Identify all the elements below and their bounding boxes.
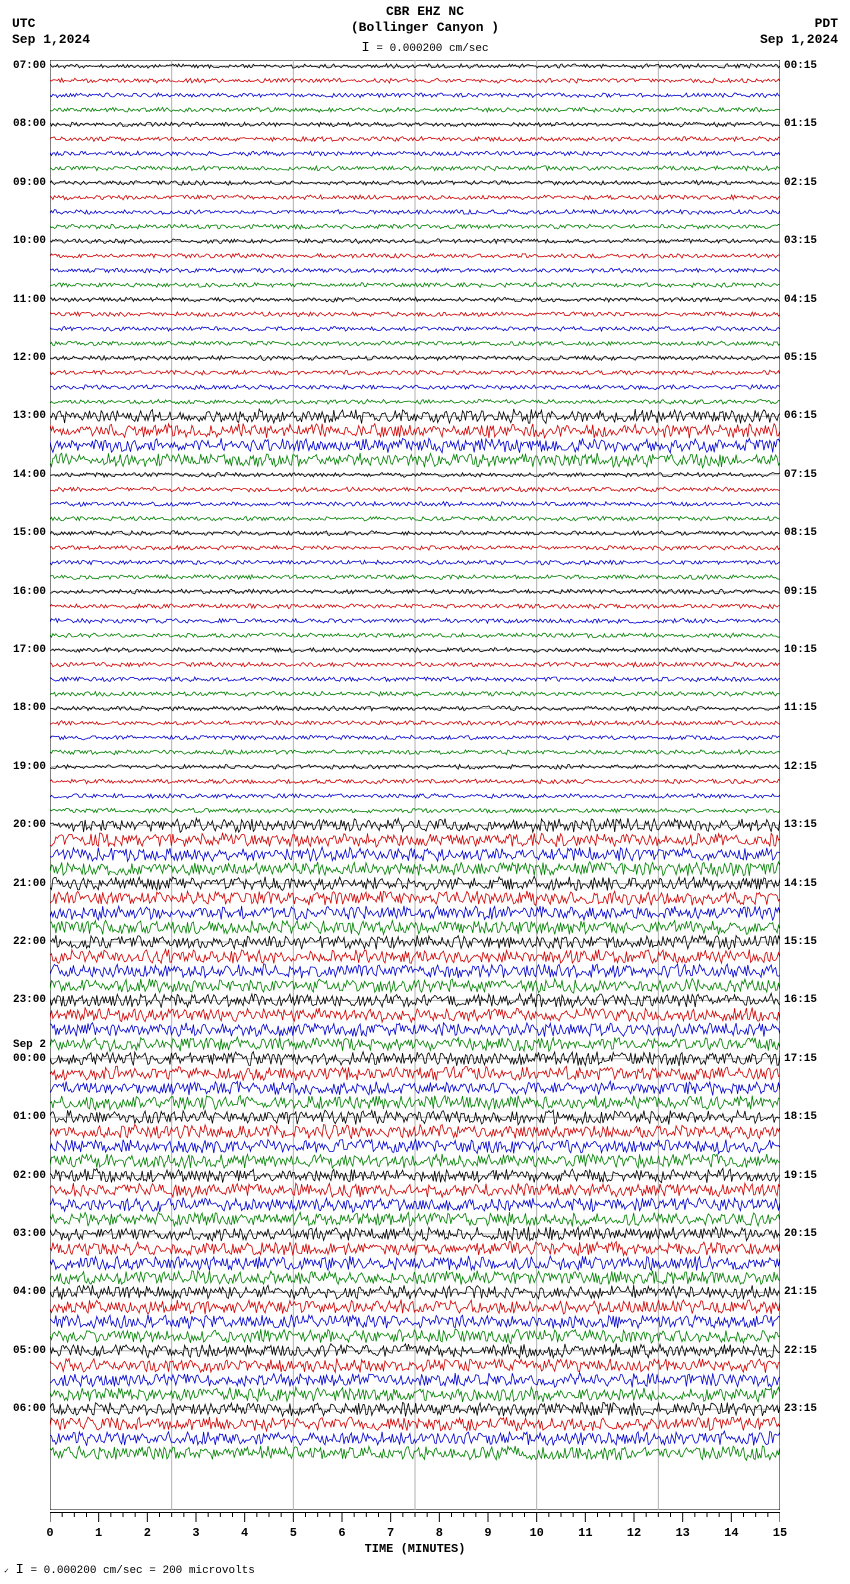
header-center: CBR EHZ NC (Bollinger Canyon ) bbox=[0, 4, 850, 37]
scale-text: = 0.000200 cm/sec bbox=[370, 43, 489, 55]
local-hour-label: 01:15 bbox=[784, 118, 817, 130]
seismogram-page: UTC Sep 1,2024 CBR EHZ NC (Bollinger Can… bbox=[0, 0, 850, 1584]
footer-prefix-icon: ✓ bbox=[4, 1567, 9, 1576]
local-hour-label: 10:15 bbox=[784, 644, 817, 656]
x-tick-label: 7 bbox=[387, 1526, 394, 1540]
x-tick-label: 4 bbox=[241, 1526, 248, 1540]
utc-hour-label: 02:00 bbox=[13, 1170, 46, 1182]
utc-hour-label: 04:00 bbox=[13, 1286, 46, 1298]
plot-area bbox=[50, 60, 780, 1510]
x-tick-label: 12 bbox=[627, 1526, 641, 1540]
local-hour-label: 07:15 bbox=[784, 469, 817, 481]
x-tick-label: 6 bbox=[338, 1526, 345, 1540]
utc-hour-label: 19:00 bbox=[13, 761, 46, 773]
header-scale: I = 0.000200 cm/sec bbox=[0, 40, 850, 56]
utc-hour-label: 06:00 bbox=[13, 1403, 46, 1415]
utc-hour-label: 03:00 bbox=[13, 1228, 46, 1240]
local-hour-label: 15:15 bbox=[784, 936, 817, 948]
local-hour-label: 03:15 bbox=[784, 235, 817, 247]
utc-hour-label: 10:00 bbox=[13, 235, 46, 247]
x-axis-title: TIME (MINUTES) bbox=[50, 1542, 780, 1556]
x-tick-label: 0 bbox=[46, 1526, 53, 1540]
x-tick-label: 13 bbox=[675, 1526, 689, 1540]
x-tick-label: 8 bbox=[436, 1526, 443, 1540]
utc-hour-label: 14:00 bbox=[13, 469, 46, 481]
local-hour-label: 17:15 bbox=[784, 1053, 817, 1065]
utc-day-break-label: Sep 2 bbox=[13, 1039, 46, 1051]
utc-hour-label: 17:00 bbox=[13, 644, 46, 656]
local-hour-label: 18:15 bbox=[784, 1111, 817, 1123]
header: UTC Sep 1,2024 CBR EHZ NC (Bollinger Can… bbox=[0, 0, 850, 55]
utc-hour-label: 18:00 bbox=[13, 702, 46, 714]
utc-hour-label: 05:00 bbox=[13, 1345, 46, 1357]
local-hour-label: 22:15 bbox=[784, 1345, 817, 1357]
utc-hour-label: 01:00 bbox=[13, 1111, 46, 1123]
footer-scale-bar-icon: I bbox=[15, 1562, 23, 1578]
x-axis: TIME (MINUTES) 0123456789101112131415 bbox=[50, 1512, 780, 1552]
local-hour-label: 09:15 bbox=[784, 586, 817, 598]
station-name: (Bollinger Canyon ) bbox=[351, 20, 499, 35]
x-tick-label: 10 bbox=[529, 1526, 543, 1540]
local-hour-label: 23:15 bbox=[784, 1403, 817, 1415]
x-tick-label: 1 bbox=[95, 1526, 102, 1540]
local-hour-label: 21:15 bbox=[784, 1286, 817, 1298]
local-hour-label: 16:15 bbox=[784, 994, 817, 1006]
station-code: CBR EHZ NC bbox=[386, 4, 464, 19]
utc-hour-label: 12:00 bbox=[13, 352, 46, 364]
utc-hour-label: 23:00 bbox=[13, 994, 46, 1006]
utc-hour-label: 22:00 bbox=[13, 936, 46, 948]
local-hour-label: 20:15 bbox=[784, 1228, 817, 1240]
x-tick-label: 5 bbox=[290, 1526, 297, 1540]
utc-hour-label: 21:00 bbox=[13, 878, 46, 890]
local-hour-label: 02:15 bbox=[784, 177, 817, 189]
x-axis-ticks-svg bbox=[50, 1512, 780, 1526]
local-hour-label: 04:15 bbox=[784, 294, 817, 306]
utc-hour-label: 16:00 bbox=[13, 586, 46, 598]
x-tick-label: 9 bbox=[484, 1526, 491, 1540]
utc-hour-label: 08:00 bbox=[13, 118, 46, 130]
local-hour-label: 12:15 bbox=[784, 761, 817, 773]
utc-hour-label: 20:00 bbox=[13, 819, 46, 831]
x-tick-label: 2 bbox=[144, 1526, 151, 1540]
x-tick-label: 15 bbox=[773, 1526, 787, 1540]
local-hour-label: 19:15 bbox=[784, 1170, 817, 1182]
local-hour-label: 14:15 bbox=[784, 878, 817, 890]
local-hour-label: 11:15 bbox=[784, 702, 817, 714]
seismogram-svg bbox=[50, 60, 780, 1510]
utc-hour-label: 00:00 bbox=[13, 1053, 46, 1065]
right-time-labels: 00:15 01:15 02:15 03:15 04:15 05:15 06:15 07:15… bbox=[784, 60, 844, 1510]
utc-hour-label: 11:00 bbox=[13, 294, 46, 306]
local-hour-label: 00:15 bbox=[784, 60, 817, 72]
x-tick-label: 11 bbox=[578, 1526, 592, 1540]
utc-hour-label: 07:00 bbox=[13, 60, 46, 72]
left-time-labels: 07:00 08:00 09:00 10:00 11:00 12:00 13:00 14:00… bbox=[0, 60, 48, 1510]
utc-hour-label: 13:00 bbox=[13, 410, 46, 422]
local-hour-label: 05:15 bbox=[784, 352, 817, 364]
footer: ✓ I = 0.000200 cm/sec = 200 microvolts bbox=[4, 1562, 255, 1578]
utc-hour-label: 09:00 bbox=[13, 177, 46, 189]
x-tick-label: 14 bbox=[724, 1526, 738, 1540]
tz-right-label: PDT bbox=[815, 16, 838, 31]
local-hour-label: 06:15 bbox=[784, 410, 817, 422]
scale-bar-icon: I bbox=[361, 40, 369, 56]
local-hour-label: 08:15 bbox=[784, 527, 817, 539]
footer-text: = 0.000200 cm/sec = 200 microvolts bbox=[24, 1565, 255, 1577]
utc-hour-label: 15:00 bbox=[13, 527, 46, 539]
x-tick-label: 3 bbox=[192, 1526, 199, 1540]
local-hour-label: 13:15 bbox=[784, 819, 817, 831]
